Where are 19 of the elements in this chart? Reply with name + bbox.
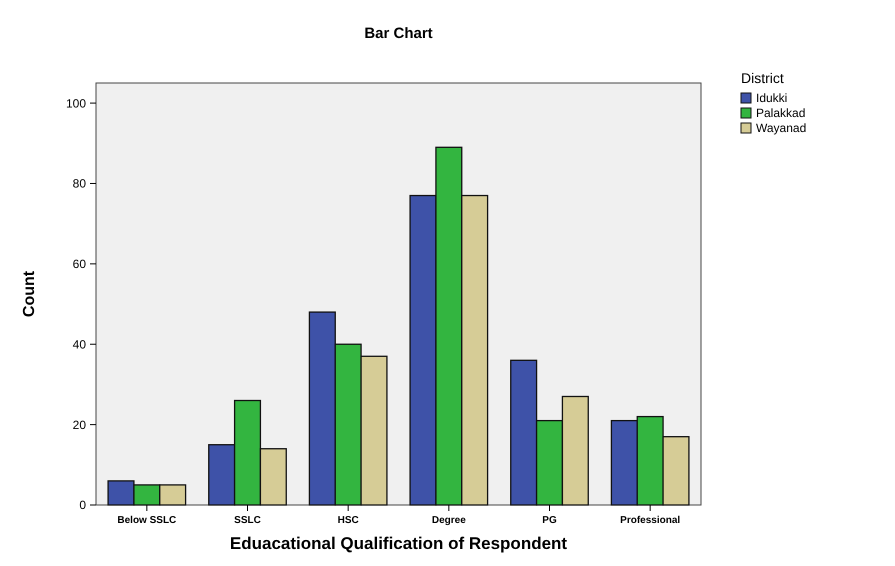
- y-tick-label: 40: [72, 337, 86, 352]
- x-tick-label: Professional: [620, 515, 680, 526]
- legend-label: Wayanad: [756, 121, 806, 135]
- legend-label: Idukki: [756, 91, 788, 105]
- x-axis-title: Eduacational Qualification of Respondent: [230, 534, 568, 553]
- y-tick-label: 80: [72, 176, 86, 191]
- legend-label: Palakkad: [756, 106, 806, 120]
- x-tick-label: SSLC: [234, 515, 261, 526]
- x-tick-label: Degree: [432, 515, 466, 526]
- y-axis-title: Count: [21, 270, 38, 318]
- x-tick-label: Below SSLC: [117, 515, 176, 526]
- x-tick-label: PG: [542, 515, 557, 526]
- y-tick-label: 100: [66, 96, 86, 110]
- chart-title: Bar Chart: [364, 25, 433, 42]
- y-tick-label: 0: [79, 498, 86, 512]
- y-tick-label: 60: [72, 257, 86, 272]
- legend-title: District: [741, 70, 784, 86]
- y-tick-label: 20: [72, 418, 86, 432]
- x-tick-label: HSC: [338, 515, 359, 526]
